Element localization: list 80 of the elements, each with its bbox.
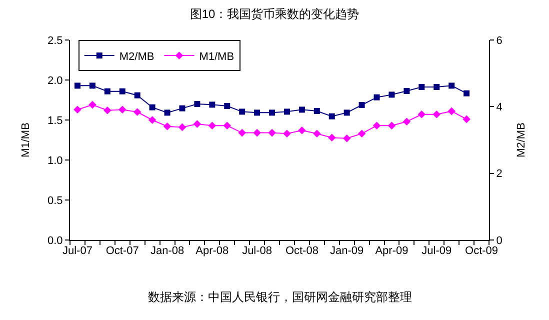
- point: [448, 82, 455, 89]
- x-tick-label: Apr-08: [196, 245, 229, 258]
- point: [193, 120, 202, 128]
- point: [178, 123, 186, 132]
- point: [253, 128, 261, 137]
- point: [269, 110, 276, 116]
- point: [342, 134, 351, 142]
- y-tick-label: 0.0: [48, 234, 63, 247]
- point: [133, 108, 142, 116]
- chart-title: 图10：我国货币乘数的变化趋势: [190, 7, 360, 21]
- point: [462, 115, 470, 124]
- point: [179, 105, 186, 112]
- y-tick-label: 1.5: [48, 114, 63, 127]
- x-tick-label: Jan-09: [330, 245, 364, 258]
- y-axis-title: M1/MB: [20, 122, 32, 158]
- point: [344, 110, 350, 116]
- point: [388, 92, 395, 98]
- point: [328, 113, 335, 120]
- point: [268, 128, 276, 137]
- x-tick-label: Apr-09: [375, 245, 408, 258]
- point: [74, 82, 80, 89]
- point: [149, 104, 156, 110]
- x-tick-label: Oct-09: [465, 245, 498, 258]
- point: [298, 106, 305, 113]
- point: [448, 107, 456, 116]
- y2-tick-label: 4: [496, 102, 502, 114]
- y-tick-label: 1.0: [48, 154, 63, 167]
- point: [388, 122, 396, 130]
- point: [119, 88, 126, 94]
- point: [313, 130, 321, 138]
- y-tick-label: 0.5: [48, 194, 63, 207]
- point: [238, 128, 246, 137]
- y2-tick-label: 0: [496, 234, 502, 247]
- point: [104, 88, 110, 94]
- y2-tick-label: 2: [496, 168, 502, 180]
- point: [239, 108, 246, 115]
- x-tick-label: Jan-08: [150, 245, 184, 258]
- legend-label: M1/MB: [199, 50, 234, 63]
- point: [418, 110, 426, 118]
- point: [328, 134, 336, 142]
- x-tick-label: Oct-07: [106, 245, 139, 258]
- point: [209, 102, 216, 108]
- y-tick-label: 2.0: [48, 74, 63, 87]
- point: [254, 110, 260, 116]
- source-note: 数据来源：中国人民银行，国研网金融研究部整理: [148, 290, 412, 304]
- point: [404, 88, 410, 94]
- point: [418, 84, 425, 90]
- point: [223, 122, 232, 130]
- point: [164, 110, 170, 116]
- point: [432, 110, 441, 118]
- point: [118, 106, 126, 114]
- point: [224, 103, 230, 109]
- legend-label: M2/MB: [119, 50, 154, 63]
- point: [374, 94, 380, 100]
- point: [88, 100, 96, 109]
- point: [134, 92, 140, 98]
- x-tick-label: Jul-09: [422, 245, 452, 258]
- point: [298, 126, 306, 134]
- point: [74, 106, 82, 114]
- x-tick-label: Oct-08: [285, 245, 318, 258]
- x-tick-label: Jul-07: [62, 245, 92, 258]
- point: [104, 106, 112, 114]
- point: [358, 130, 366, 138]
- y2-tick-label: 6: [496, 34, 502, 47]
- point: [194, 101, 200, 107]
- point: [148, 116, 156, 124]
- point: [314, 108, 320, 114]
- y-tick-label: 2.5: [48, 34, 63, 47]
- point: [163, 122, 172, 130]
- point: [283, 130, 291, 138]
- point: [208, 122, 216, 130]
- y2-axis-title: M2/MB: [516, 122, 528, 158]
- point: [358, 102, 365, 108]
- point: [284, 108, 290, 115]
- point: [89, 82, 96, 89]
- point: [464, 90, 470, 96]
- point: [434, 84, 440, 90]
- x-tick-label: Jul-08: [242, 245, 272, 258]
- point: [372, 122, 381, 130]
- point: [402, 118, 411, 126]
